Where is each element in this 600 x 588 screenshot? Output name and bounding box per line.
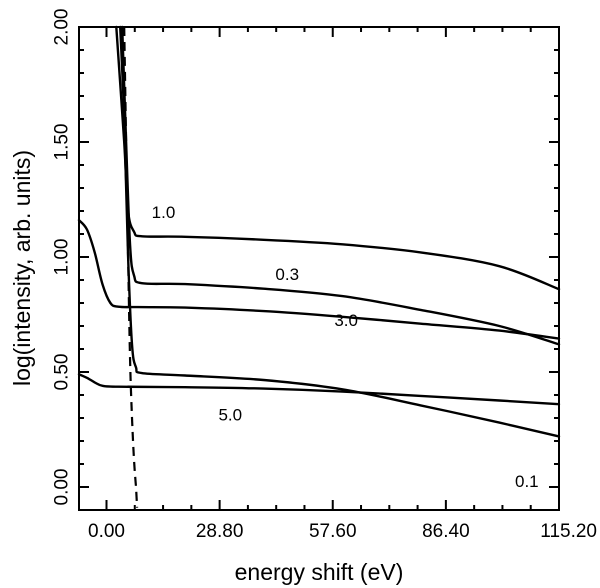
- curve-label: 3.0: [334, 311, 358, 330]
- curve-label: 1.0: [152, 203, 176, 222]
- x-tick-label: 115.20: [540, 521, 597, 542]
- series-line-0.1: [119, 25, 561, 438]
- y-tick-label: 1.50: [52, 124, 73, 161]
- y-tick-label: 1.00: [52, 239, 73, 276]
- y-axis-title: log(intensity, arb. units): [9, 150, 35, 386]
- curves: [77, 25, 561, 508]
- ticks: [79, 26, 560, 510]
- x-tick-label: 86.40: [422, 521, 470, 542]
- curve-label: 0.1: [515, 472, 539, 491]
- y-tick-label: 0.50: [52, 354, 73, 391]
- curve-annotations: 1.0 0.3 3.0 5.0 0.1: [152, 203, 539, 491]
- x-axis-title: energy shift (eV): [235, 559, 404, 585]
- series-line-3.0: [77, 219, 561, 340]
- y-tick-label: 0.00: [52, 469, 73, 506]
- series-line-5.0: [77, 373, 561, 406]
- series-line-1.0: [115, 25, 561, 291]
- x-tick-label: 0.00: [88, 521, 125, 542]
- series-line-dashed: [123, 26, 139, 508]
- series-line-0.3: [121, 25, 561, 346]
- curve-label: 0.3: [275, 265, 299, 284]
- x-tick-label: 28.80: [196, 521, 244, 542]
- curve-label: 5.0: [218, 405, 242, 424]
- x-tick-label: 57.60: [309, 521, 357, 542]
- tick-labels: 0.00 28.80 57.60 86.40 115.20 0.00 0.50 …: [52, 9, 597, 542]
- y-tick-label: 2.00: [52, 9, 73, 46]
- plot-frame: [78, 26, 560, 511]
